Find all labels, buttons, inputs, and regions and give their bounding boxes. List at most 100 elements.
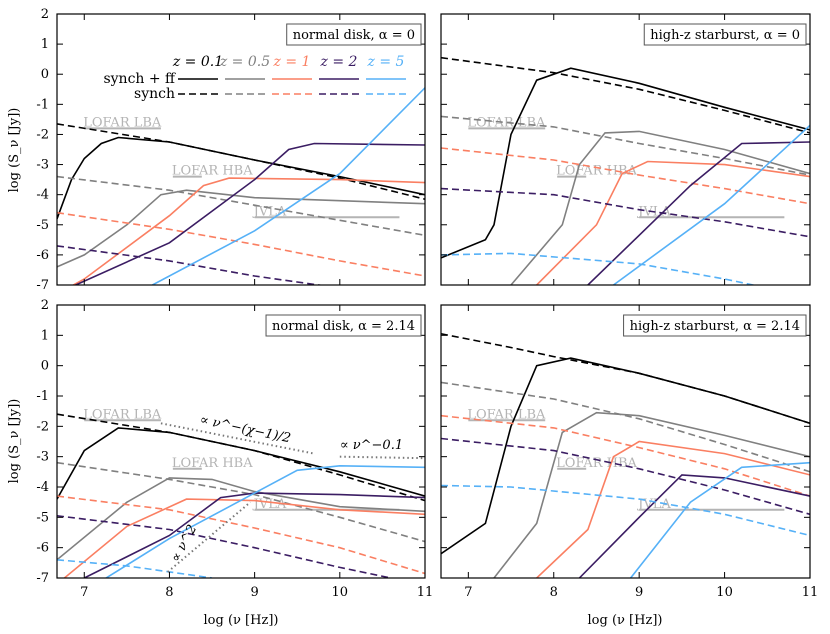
x-tick-label: 9	[250, 585, 258, 600]
y-tick-label: 0	[41, 359, 49, 374]
series-line-z0.5-synch	[441, 381, 810, 473]
power-law-guide	[339, 455, 425, 460]
legend-row-label: synch	[134, 86, 175, 102]
series-line-z0.1-synch	[441, 56, 810, 134]
panel-label-box	[286, 23, 422, 46]
series-line-z5-synch	[57, 559, 213, 578]
y-tick-label: -5	[36, 510, 49, 525]
panel-label: normal disk, α = 0	[293, 28, 415, 43]
y-tick-label: -5	[36, 218, 49, 233]
panel-label-box	[265, 314, 422, 337]
legend-entry-label: z = 0.1	[172, 54, 223, 70]
series-line-z5-synch	[441, 484, 810, 537]
annotation-label: ∝ ν^−0.1	[340, 438, 403, 453]
instrument-label: LOFAR LBA	[467, 407, 546, 422]
series-line-z0.5-synch	[57, 175, 425, 237]
series-line-z5-synch-ff	[613, 124, 810, 285]
series-line-z2-synch	[57, 245, 325, 285]
y-tick-label: 0	[41, 67, 49, 82]
panel-frame	[440, 304, 811, 579]
y-tick-label: -1	[36, 97, 49, 112]
panel-frame	[56, 304, 426, 579]
x-tick-label: 8	[550, 585, 558, 600]
y-tick-label: 1	[41, 37, 49, 52]
series-line-z0.5-synch-ff	[57, 189, 425, 268]
series-line-z1-synch	[57, 495, 425, 575]
panel-label: normal disk, α = 2.14	[272, 319, 415, 334]
x-tick-label: 9	[635, 585, 643, 600]
series-line-z0.5-synch-ff	[510, 130, 810, 285]
instrument-label: LOFAR HBA	[556, 164, 637, 179]
series-line-z5-synch-ff	[629, 461, 810, 578]
legend: z = 0.1z = 0.5 z = 1 z = 2 z = 5 synch + ffs…	[103, 54, 406, 102]
y-axis-label: log (S_ν [Jy])	[7, 108, 22, 193]
y-tick-label: -6	[36, 541, 49, 556]
instrument-label: LOFAR LBA	[467, 115, 546, 130]
series-line-z0.1-synch-ff	[57, 427, 425, 500]
instrument-label: LOFAR LBA	[83, 407, 162, 422]
series-line-z1-synch-ff	[63, 498, 425, 578]
series-line-z0.1-synch-ff	[441, 67, 810, 259]
y-tick-label: 2	[41, 7, 49, 22]
y-tick-label: -1	[36, 389, 49, 404]
y-tick-label: 2	[41, 298, 49, 313]
x-tick-label: 7	[464, 585, 472, 600]
series-line-z0.5-synch-ff	[57, 477, 425, 561]
series-line-z2-synch-ff	[75, 142, 425, 285]
series-line-z0.5-synch-ff	[493, 411, 810, 578]
y-tick-label: -4	[36, 188, 49, 203]
series-line-z2-synch	[441, 187, 810, 238]
series-line-z2-synch	[441, 437, 810, 516]
panel-label-box	[623, 314, 807, 337]
series-line-z2-synch-ff	[578, 474, 810, 578]
legend-entry-label: z = 0.5	[219, 54, 270, 70]
instrument-label: LOFAR HBA	[172, 164, 253, 179]
y-tick-label: -7	[36, 278, 49, 293]
panel-label: high-z starburst, α = 2.14	[630, 319, 800, 334]
panel-frame	[440, 13, 811, 286]
panel-label-box	[643, 23, 807, 46]
x-axis-label: log (ν [Hz])	[588, 613, 663, 628]
y-tick-label: -2	[36, 419, 49, 434]
y-tick-label: -4	[36, 480, 49, 495]
panel-frame	[56, 13, 426, 286]
x-tick-label: 8	[165, 585, 173, 600]
series-line-z2-synch	[57, 515, 392, 578]
panel-label: high-z starburst, α = 0	[650, 28, 800, 43]
y-tick-label: -3	[36, 450, 49, 465]
series-line-z0.1-synch-ff	[441, 357, 810, 555]
instrument-label: LOFAR HBA	[556, 456, 637, 471]
legend-entry-label: z = 1	[273, 54, 311, 70]
series-line-z1-synch-ff	[536, 160, 810, 285]
power-law-guide	[167, 501, 252, 573]
series-line-z0.5-synch	[57, 461, 425, 543]
x-tick-label: 11	[802, 585, 819, 600]
series-line-z5-synch-ff	[152, 87, 425, 285]
y-tick-label: -6	[36, 248, 49, 263]
series-line-z0.5-synch	[441, 115, 810, 176]
x-tick-label: 11	[417, 585, 434, 600]
series-line-z0.1-synch	[57, 123, 425, 200]
instrument-label: LOFAR LBA	[83, 115, 162, 130]
x-axis-label: log (ν [Hz])	[204, 613, 279, 628]
series-line-z0.1-synch	[441, 333, 810, 425]
series-line-z1-synch	[441, 414, 810, 497]
series-line-z2-synch-ff	[587, 141, 810, 285]
series-line-z5-synch-ff	[104, 464, 425, 578]
instrument-label: LOFAR HBA	[172, 456, 253, 471]
x-tick-label: 10	[332, 585, 349, 600]
annotation-label: ∝ ν^2	[168, 522, 200, 564]
series-line-z5-synch	[441, 252, 757, 285]
y-tick-label: 1	[41, 328, 49, 343]
series-line-z1-synch	[441, 147, 810, 205]
x-tick-label: 7	[80, 585, 88, 600]
y-tick-label: -3	[36, 158, 49, 173]
